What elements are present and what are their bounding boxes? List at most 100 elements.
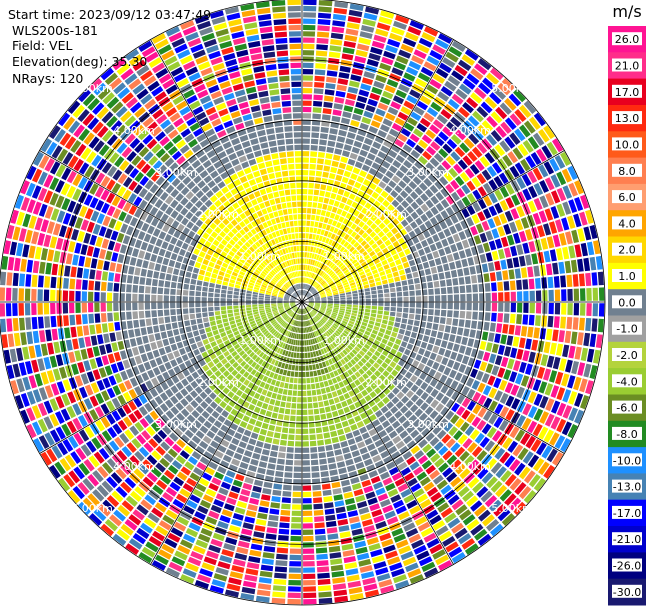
velocity-cell (330, 343, 335, 349)
velocity-cell (311, 383, 316, 390)
velocity-cell (165, 206, 174, 216)
velocity-cell (240, 392, 248, 400)
velocity-cell (317, 446, 325, 452)
velocity-cell (139, 383, 149, 393)
velocity-cell (117, 198, 127, 210)
velocity-cell (394, 410, 403, 419)
velocity-cell (302, 453, 310, 460)
velocity-cell (155, 148, 166, 159)
velocity-cell (195, 405, 204, 414)
velocity-cell (122, 235, 131, 245)
velocity-cell (355, 134, 365, 143)
velocity-cell (57, 328, 65, 340)
velocity-cell (332, 488, 342, 495)
velocity-cell (315, 261, 320, 267)
velocity-cell (435, 392, 445, 402)
velocity-cell (218, 327, 225, 334)
velocity-cell (394, 185, 403, 194)
velocity-cell (464, 276, 471, 285)
velocity-cell (212, 252, 220, 259)
velocity-cell (368, 320, 375, 325)
velocity-cell (190, 343, 198, 351)
velocity-cell (346, 306, 352, 310)
velocity-cell (175, 391, 184, 401)
velocity-cell (468, 133, 480, 145)
velocity-cell (358, 311, 364, 315)
velocity-cell (400, 106, 412, 116)
velocity-cell (224, 362, 231, 369)
velocity-cell (323, 496, 333, 503)
velocity-cell (348, 80, 360, 88)
velocity-cell (334, 321, 340, 326)
velocity-cell (440, 340, 448, 349)
velocity-cell (317, 25, 330, 32)
velocity-cell (468, 459, 480, 471)
velocity-cell (360, 83, 372, 91)
velocity-cell (325, 83, 336, 90)
velocity-cell (415, 197, 424, 206)
velocity-cell (303, 0, 317, 6)
velocity-cell (161, 354, 169, 363)
velocity-cell (466, 302, 472, 311)
velocity-cell (410, 394, 419, 403)
velocity-cell (297, 384, 302, 390)
velocity-cell (271, 304, 277, 307)
velocity-cell (314, 221, 319, 228)
velocity-cell (18, 362, 27, 376)
velocity-cell (241, 317, 248, 322)
velocity-cell (320, 348, 325, 355)
velocity-cell (54, 461, 66, 476)
velocity-cell (294, 460, 302, 466)
velocity-cell (472, 463, 484, 475)
velocity-cell (343, 170, 351, 178)
velocity-cell (303, 321, 305, 327)
velocity-cell (40, 343, 48, 356)
velocity-cell (226, 223, 234, 230)
velocity-cell (171, 460, 183, 470)
velocity-cell (326, 330, 331, 336)
velocity-cell (574, 244, 582, 258)
velocity-cell (595, 255, 603, 270)
velocity-cell (407, 26, 422, 36)
velocity-cell (173, 246, 181, 254)
velocity-cell (273, 578, 287, 585)
velocity-cell (204, 240, 212, 248)
velocity-cell (316, 553, 328, 560)
velocity-cell (186, 375, 194, 383)
velocity-cell (541, 145, 553, 159)
velocity-cell (157, 164, 168, 175)
velocity-cell (372, 454, 382, 463)
velocity-cell (387, 106, 399, 116)
velocity-cell (426, 55, 440, 66)
velocity-cell (266, 265, 272, 271)
velocity-cell (334, 355, 340, 362)
velocity-cell (503, 281, 510, 291)
velocity-cell (311, 280, 316, 286)
velocity-cell (221, 314, 228, 319)
velocity-cell (377, 366, 385, 374)
velocity-cell (306, 252, 310, 258)
velocity-cell (72, 417, 83, 431)
velocity-cell (330, 233, 336, 240)
velocity-cell (455, 383, 465, 393)
velocity-cell (325, 514, 336, 521)
velocity-cell (302, 441, 309, 447)
velocity-cell (276, 394, 282, 401)
velocity-cell (65, 227, 73, 239)
velocity-cell (212, 329, 219, 336)
velocity-cell (40, 451, 52, 466)
velocity-cell (116, 361, 125, 372)
velocity-cell (430, 141, 441, 151)
velocity-cell (423, 177, 433, 187)
velocity-cell (211, 325, 218, 331)
velocity-cell (434, 457, 445, 468)
velocity-cell (415, 388, 424, 397)
velocity-cell (158, 549, 172, 560)
velocity-cell (382, 284, 389, 289)
velocity-cell (483, 195, 493, 207)
velocity-cell (279, 516, 290, 522)
velocity-cell (312, 309, 318, 313)
velocity-cell (539, 195, 549, 209)
velocity-cell (261, 449, 270, 456)
velocity-cell (339, 351, 346, 358)
